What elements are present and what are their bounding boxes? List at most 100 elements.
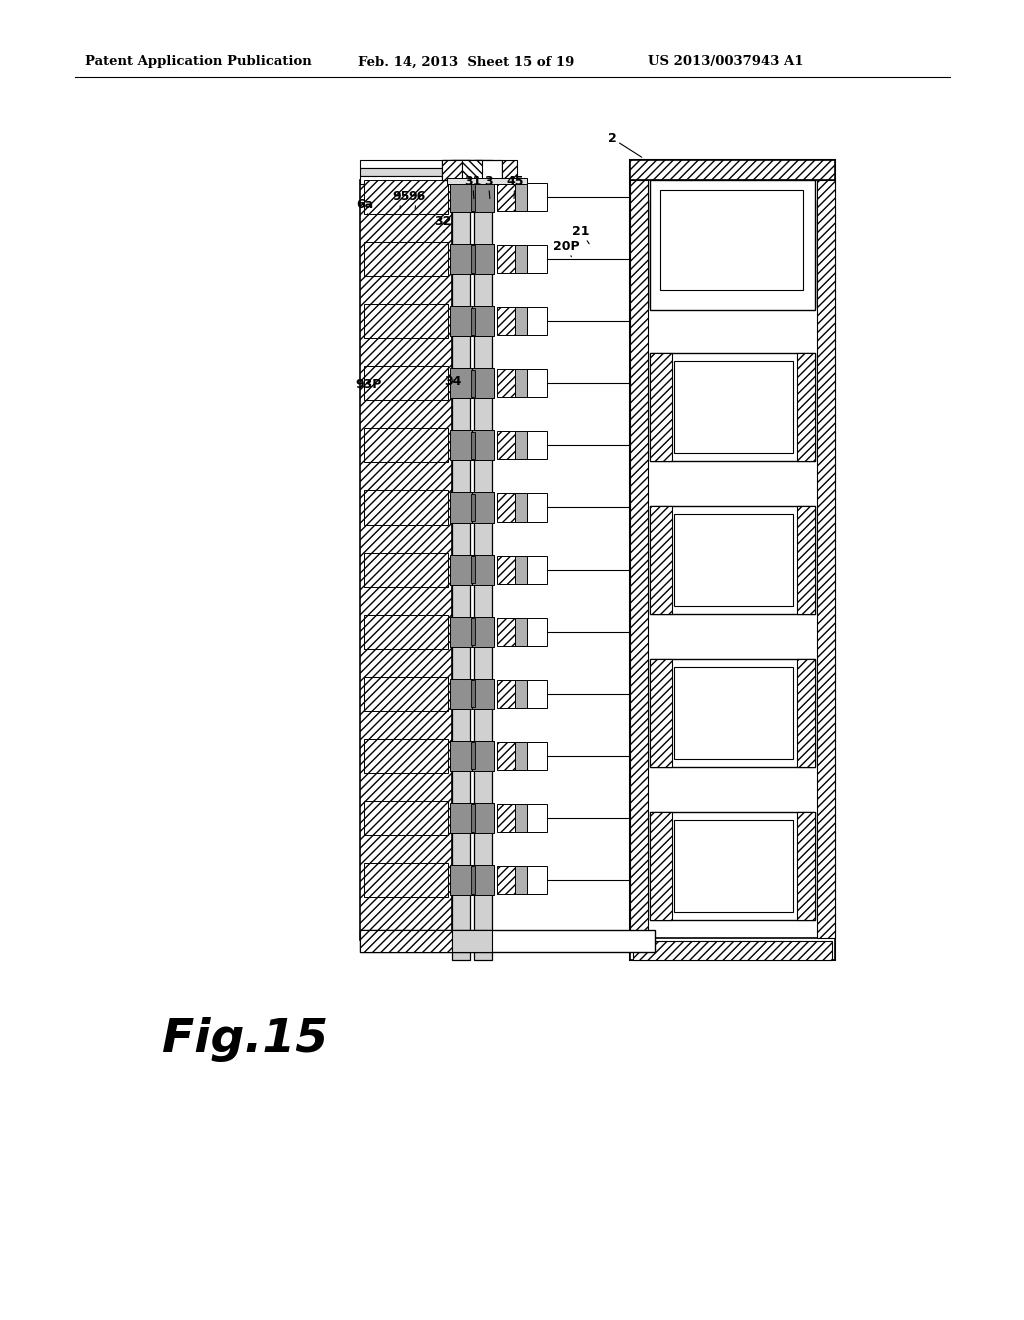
Bar (497, 556, 515, 583)
Bar (797, 812, 815, 920)
Bar (497, 432, 515, 459)
Bar (660, 190, 803, 290)
Bar (364, 304, 449, 338)
Bar (515, 618, 527, 645)
Bar (471, 804, 475, 832)
Bar (650, 352, 672, 461)
Bar (450, 865, 472, 895)
Text: 95: 95 (392, 190, 410, 209)
Bar (527, 370, 547, 397)
Bar (452, 160, 470, 960)
Bar (497, 742, 515, 770)
Bar (515, 680, 527, 708)
Bar (364, 366, 449, 400)
Text: 2: 2 (608, 132, 642, 157)
Bar (472, 244, 494, 275)
Text: 32: 32 (434, 215, 452, 232)
Text: 20P: 20P (553, 240, 580, 257)
Bar (450, 430, 472, 461)
Bar (527, 742, 547, 770)
Text: 31: 31 (464, 176, 481, 198)
Bar (471, 618, 475, 645)
Bar (450, 244, 472, 275)
Bar (471, 556, 475, 583)
Bar (497, 370, 515, 397)
Bar (360, 160, 482, 168)
Bar (497, 866, 515, 894)
Bar (471, 246, 475, 273)
Bar (364, 180, 449, 214)
Bar (472, 182, 494, 213)
Bar (442, 160, 462, 180)
Bar (472, 678, 494, 709)
Bar (364, 677, 449, 710)
Bar (472, 430, 494, 461)
Bar (471, 742, 475, 770)
Bar (450, 741, 472, 771)
Bar (471, 680, 475, 708)
Bar (447, 178, 527, 183)
Bar (817, 180, 835, 939)
Bar (527, 183, 547, 211)
Bar (630, 939, 835, 960)
Bar (515, 308, 527, 335)
Bar (472, 616, 494, 647)
Bar (360, 168, 482, 176)
Text: 3: 3 (484, 176, 493, 198)
Bar (360, 931, 452, 952)
Bar (364, 615, 449, 648)
Bar (450, 803, 472, 833)
Bar (472, 865, 494, 895)
Bar (797, 352, 815, 461)
Bar (650, 506, 672, 614)
Bar (474, 160, 492, 960)
Bar (450, 492, 472, 523)
Bar (527, 804, 547, 832)
Text: Feb. 14, 2013  Sheet 15 of 19: Feb. 14, 2013 Sheet 15 of 19 (358, 55, 574, 69)
Bar (471, 370, 475, 397)
Bar (364, 242, 449, 276)
Bar (497, 804, 515, 832)
Bar (674, 209, 793, 300)
Bar (497, 246, 515, 273)
Bar (472, 368, 494, 399)
Bar (364, 491, 449, 524)
Text: 21: 21 (572, 224, 590, 244)
Bar (497, 494, 515, 521)
Bar (674, 360, 793, 453)
Bar (497, 183, 515, 211)
Bar (630, 180, 648, 939)
Bar (497, 308, 515, 335)
Bar (650, 812, 815, 920)
Bar (515, 742, 527, 770)
Bar (450, 182, 472, 213)
Bar (527, 866, 547, 894)
Bar (630, 160, 835, 180)
Bar (462, 160, 482, 180)
Bar (471, 308, 475, 335)
Bar (450, 616, 472, 647)
Bar (527, 556, 547, 583)
Bar (471, 183, 475, 211)
Text: 6a: 6a (356, 198, 373, 215)
Bar (472, 741, 494, 771)
Bar (674, 667, 793, 759)
Bar (650, 659, 815, 767)
Bar (364, 428, 449, 462)
Bar (527, 494, 547, 521)
Bar (450, 554, 472, 585)
Bar (360, 180, 452, 940)
Bar (515, 866, 527, 894)
Bar (515, 183, 527, 211)
Bar (360, 931, 655, 952)
Bar (471, 866, 475, 894)
Bar (472, 492, 494, 523)
Bar (515, 804, 527, 832)
Bar (360, 176, 482, 183)
Bar (497, 618, 515, 645)
Bar (650, 201, 815, 308)
Text: 96: 96 (408, 190, 425, 209)
Bar (452, 931, 492, 952)
Text: 45: 45 (506, 176, 523, 198)
Bar (650, 812, 672, 920)
